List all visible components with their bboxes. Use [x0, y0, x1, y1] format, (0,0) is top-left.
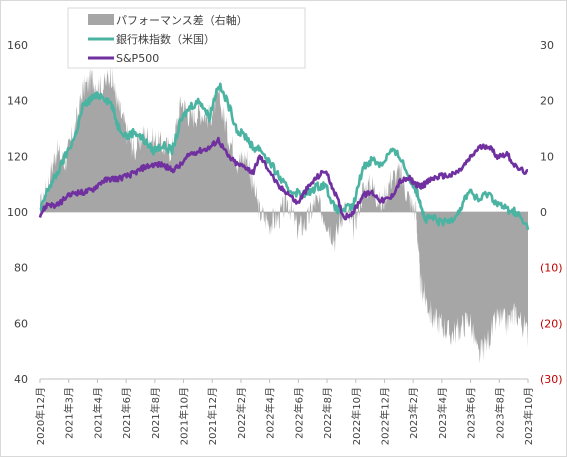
y-right-tick-label: 10: [540, 150, 554, 163]
legend-label: パフォーマンス差（右軸）: [116, 13, 248, 27]
x-tick-label: 2023年8月: [493, 387, 506, 439]
series-area-performance-diff: [40, 64, 528, 364]
legend-label: S&P500: [116, 52, 159, 65]
x-tick-label: 2023年4月: [436, 387, 449, 439]
y-left-tick-label: 120: [7, 150, 28, 163]
x-tick-label: 2022年8月: [321, 387, 334, 439]
x-tick-label: 2023年6月: [465, 387, 478, 439]
legend-label: 銀行株指数（米国）: [116, 32, 215, 46]
x-tick-label: 2022年2月: [235, 387, 248, 439]
x-tick-label: 2021年8月: [149, 387, 162, 439]
y-right-tick-label: 30: [540, 39, 554, 52]
y-right-tick-label: 0: [540, 206, 547, 219]
series-line-sp500: [38, 136, 529, 221]
x-tick-label: 2021年6月: [120, 387, 133, 439]
x-tick-label: 2020年12月: [34, 387, 47, 445]
y-left-tick-label: 60: [14, 317, 28, 330]
x-tick-label: 2021年3月: [63, 387, 76, 439]
y-left-tick-label: 100: [7, 206, 28, 219]
y-right-tick-label: (20): [540, 317, 563, 330]
y-left-tick-label: 80: [14, 262, 28, 275]
x-tick-label: 2022年10月: [350, 387, 363, 445]
y-right-tick-label: (10): [540, 262, 563, 275]
y-right-tick-label: 20: [540, 95, 554, 108]
y-left-tick-label: 140: [7, 95, 28, 108]
x-tick-label: 2022年12月: [378, 387, 391, 445]
legend-swatch-area: [88, 14, 114, 25]
x-tick-label: 2023年10月: [522, 387, 535, 445]
x-tick-label: 2023年2月: [407, 387, 420, 439]
y-right-tick-label: (30): [540, 373, 563, 386]
x-tick-label: 2021年10月: [178, 387, 191, 445]
y-left-tick-label: 160: [7, 39, 28, 52]
x-tick-label: 2022年4月: [264, 387, 277, 439]
x-tick-label: 2021年12月: [206, 387, 219, 445]
y-left-tick-label: 40: [14, 373, 28, 386]
series-line-bank-index: [39, 82, 530, 231]
x-tick-label: 2021年4月: [91, 387, 104, 439]
x-tick-label: 2022年6月: [292, 387, 305, 439]
